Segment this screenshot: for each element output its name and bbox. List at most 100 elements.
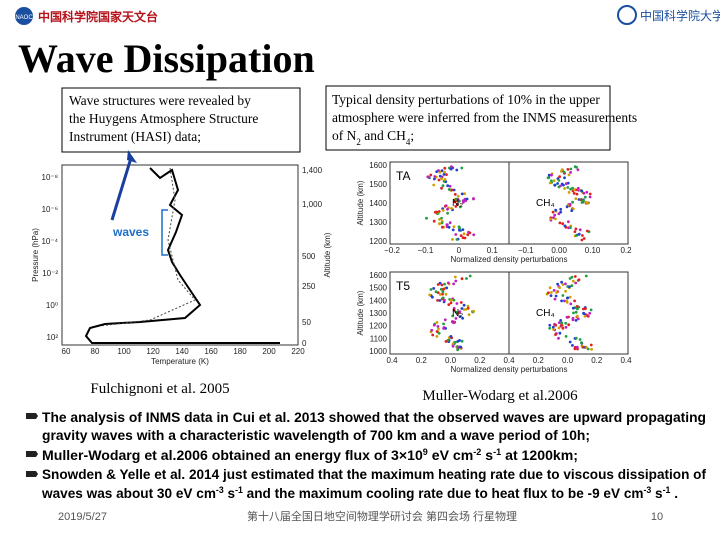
bullet-line: The analysis of INMS data in Cui et al. … [42, 409, 706, 425]
scatter-dot [429, 288, 433, 291]
scatter-dot [567, 191, 571, 194]
scatter-dot [429, 173, 433, 177]
right-box-line-run: Typical density perturbations of 10% in … [332, 92, 600, 107]
scatter-dot [560, 321, 564, 325]
scatter-dot [546, 176, 550, 180]
altitude-tick: 500 [302, 252, 316, 261]
scatter-dot [578, 228, 582, 232]
scatter-dot [453, 200, 456, 204]
scatter-dot [433, 175, 437, 178]
scatter-dot [449, 335, 453, 338]
scatter-dot [572, 311, 575, 315]
waves-bracket [161, 209, 168, 256]
left-text-box [61, 87, 301, 153]
scatter-dot [571, 200, 574, 204]
scatter-dot [445, 225, 449, 229]
bullet-line-run: Snowden & Yelle et al. 2014 just estimat… [42, 466, 706, 482]
scatter-dot [452, 298, 456, 302]
bullet-line: Muller-Wodarg et al.2006 obtained an ene… [42, 447, 578, 463]
scatter-dot [472, 233, 476, 237]
y-axis-label: Altitude (km) [356, 290, 365, 335]
altitude-tick: 1400 [369, 296, 387, 305]
scatter-dot [559, 207, 563, 211]
scatter-dot [451, 320, 454, 323]
scatter-dot [568, 203, 572, 206]
scatter-dot [467, 230, 470, 234]
scatter-dot [430, 328, 434, 332]
scatter-dot [443, 318, 447, 322]
scatter-dot [445, 173, 448, 177]
scatter-dot [454, 205, 458, 208]
scatter-dot [432, 183, 436, 187]
scatter-dot [552, 289, 556, 292]
scatter-dot [460, 192, 464, 196]
pressure-tick: 10⁻² [42, 269, 58, 278]
scatter-dot [452, 308, 456, 312]
scatter-dot [466, 233, 470, 237]
perturbation-tick: −0.1 [418, 246, 434, 255]
scatter-dot [575, 165, 578, 169]
scatter-dot [571, 316, 575, 320]
temperature-tick: 100 [117, 347, 131, 356]
temperature-tick: 80 [91, 347, 100, 356]
bullet-line-run: -3 [216, 485, 224, 495]
perturbation-tick: 0.0 [445, 356, 457, 365]
scatter-dot [437, 169, 440, 172]
scatter-dot [436, 325, 440, 328]
scatter-dot [445, 223, 449, 227]
footer-page: 10 [651, 511, 663, 523]
scatter-dot [455, 168, 459, 172]
bullet-icon [26, 413, 38, 419]
scatter-dot [438, 281, 442, 285]
scatter-dot [458, 205, 462, 209]
perturbation-tick: 0 [457, 246, 462, 255]
scatter-dot [588, 195, 592, 199]
scatter-dot [574, 336, 578, 340]
scatter-dot [445, 286, 449, 290]
scatter-dot [442, 173, 446, 176]
scatter-dot [458, 315, 462, 318]
scatter-dot [462, 308, 466, 311]
scatter-dot [569, 167, 573, 171]
scatter-dot [462, 303, 466, 307]
altitude-tick: 50 [302, 318, 311, 327]
logo-left-abbr: NAOC [15, 15, 33, 21]
scatter-dot [590, 347, 593, 351]
scatter-dot [561, 222, 565, 226]
scatter-dot [586, 201, 589, 205]
scatter-dot [554, 208, 558, 212]
scatter-points [425, 165, 593, 352]
scatter-dot [575, 345, 579, 349]
scatter-dot [567, 173, 571, 177]
temperature-tick: 180 [233, 347, 247, 356]
scatter-dot [564, 321, 568, 325]
scatter-dot [583, 314, 587, 318]
logo-left-text: 中国科学院国家天文台 [38, 9, 158, 24]
bullet-line-run: 9 [423, 447, 428, 457]
scatter-dot [585, 346, 588, 349]
arrow-head [127, 150, 137, 163]
temperature-profile [84, 167, 280, 344]
left-box-line: Instrument (HASI) data; [69, 129, 201, 144]
scatter-dot [552, 179, 556, 183]
scatter-dot [561, 283, 565, 286]
right-box-line-run: and CH [361, 128, 406, 143]
scatter-dot [466, 304, 470, 308]
scatter-dot [567, 220, 570, 224]
perturbation-tick: 0.0 [562, 356, 574, 365]
temperature-tick: 60 [62, 347, 71, 356]
scatter-dot [435, 321, 439, 324]
right-box-line-run: 4 [406, 137, 411, 147]
scatter-dot [569, 171, 572, 174]
scatter-dot [454, 233, 458, 236]
bullet-line-run: eV cm [428, 447, 473, 463]
scatter-dot [582, 312, 586, 315]
scatter-dot [558, 331, 562, 335]
left-plot-frame [61, 164, 299, 346]
scatter-dot [442, 326, 446, 329]
caption: Fulchignoni et al. 2005 [90, 381, 229, 397]
right-box-line-run: ; [410, 128, 414, 143]
altitude-tick: 1000 [369, 347, 387, 356]
scatter-dot [561, 326, 565, 330]
perturbation-tick: 0.00 [551, 246, 567, 255]
